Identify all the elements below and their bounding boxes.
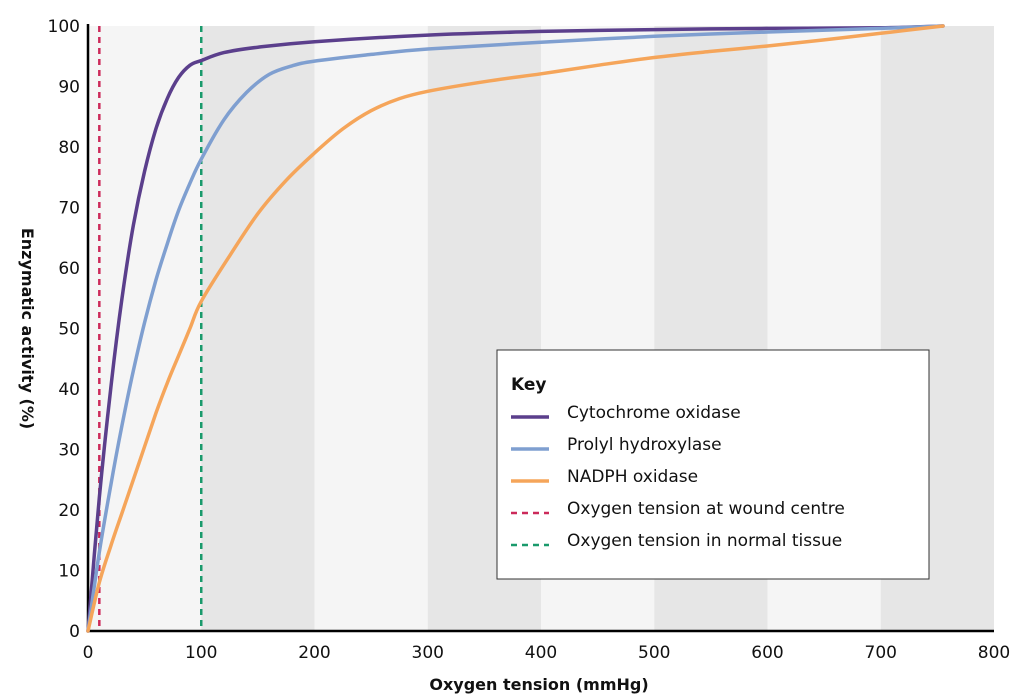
x-tick-label: 200 [298, 643, 330, 663]
series-lines [86, 24, 945, 633]
legend-label: Prolyl hydroxylase [567, 435, 722, 455]
x-tick-label: 100 [185, 643, 217, 663]
legend-label: Oxygen tension at wound centre [567, 499, 845, 519]
legend: Key Cytochrome oxidase Prolyl hydroxylase N… [496, 349, 930, 580]
legend-label: Cytochrome oxidase [567, 403, 741, 423]
x-tick-label: 800 [978, 643, 1010, 663]
legend-label: NADPH oxidase [567, 467, 698, 487]
legend-title: Key [511, 375, 547, 395]
y-tick-label: 60 [58, 259, 80, 279]
series-line [86, 24, 945, 633]
x-tick-label: 500 [638, 643, 670, 663]
legend-label: Oxygen tension in normal tissue [567, 531, 842, 551]
axes [86, 24, 994, 633]
axis-labels: 0 100 200 300 400 500 600 700 800 0 10 20 30 40 50 60 70… [18, 17, 1010, 694]
y-tick-label: 70 [58, 199, 80, 219]
background-band [201, 26, 315, 631]
x-tick-label: 0 [83, 643, 94, 663]
series-line [86, 24, 945, 633]
y-tick-label: 50 [58, 320, 80, 340]
background-band [314, 26, 428, 631]
y-axis-title: Enzymatic activity (%) [18, 228, 37, 429]
legend-box [496, 349, 930, 580]
x-tick-label: 400 [525, 643, 557, 663]
y-tick-label: 40 [58, 380, 80, 400]
x-tick-label: 700 [865, 643, 897, 663]
y-tick-label: 10 [58, 562, 80, 582]
y-tick-label: 0 [69, 622, 80, 642]
x-tick-label: 300 [412, 643, 444, 663]
y-tick-label: 90 [58, 78, 80, 98]
x-axis-title: Oxygen tension (mmHg) [429, 675, 648, 694]
y-tick-label: 30 [58, 441, 80, 461]
y-tick-label: 20 [58, 501, 80, 521]
y-tick-label: 80 [58, 138, 80, 158]
series-line [86, 24, 945, 633]
y-tick-label: 100 [48, 17, 80, 37]
x-tick-label: 600 [751, 643, 783, 663]
